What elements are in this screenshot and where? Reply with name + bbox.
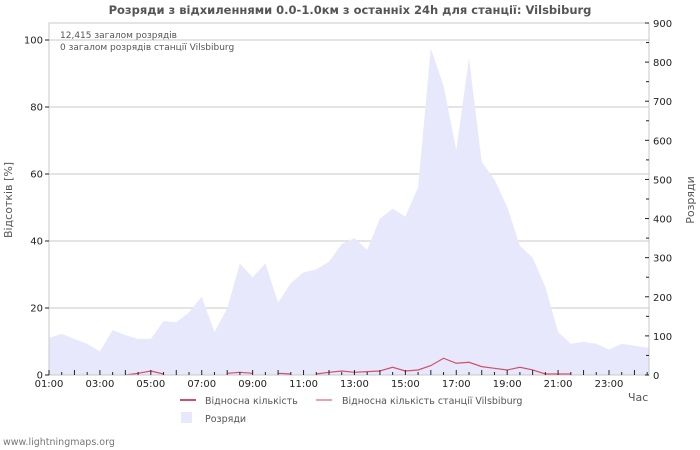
svg-text:23:00: 23:00: [595, 379, 624, 390]
svg-text:0: 0: [37, 371, 43, 382]
axis-ticks: [45, 22, 649, 376]
svg-text:100: 100: [24, 36, 43, 47]
svg-text:800: 800: [653, 58, 672, 69]
x-axis-title: Час: [628, 391, 648, 404]
svg-text:11:00: 11:00: [289, 379, 318, 390]
footer-credit: www.lightningmaps.org: [3, 437, 115, 448]
legend: Відносна кількість Відносна кількість ст…: [180, 396, 522, 425]
legend-label-relative: Відносна кількість: [205, 396, 298, 407]
station-strikes-info: 0 загалом розрядів станції Vilsbiburg: [60, 43, 234, 53]
svg-text:60: 60: [30, 170, 43, 181]
chart-title: Розряди з відхиленнями 0.0-1.0км з остан…: [108, 3, 592, 17]
svg-text:100: 100: [653, 332, 672, 343]
svg-text:20: 20: [30, 304, 43, 315]
legend-swatch-strikes: [181, 412, 192, 423]
svg-text:03:00: 03:00: [85, 379, 114, 390]
left-axis-title: Відсотків [%]: [2, 162, 15, 238]
svg-text:01:00: 01:00: [35, 379, 64, 390]
svg-text:500: 500: [653, 175, 672, 186]
svg-text:900: 900: [653, 19, 672, 30]
svg-text:19:00: 19:00: [493, 379, 522, 390]
svg-text:400: 400: [653, 215, 672, 226]
total-strikes-info: 12,415 загалом розрядів: [60, 31, 177, 41]
svg-text:07:00: 07:00: [187, 379, 216, 390]
svg-text:200: 200: [653, 293, 672, 304]
svg-text:40: 40: [30, 237, 43, 248]
svg-text:05:00: 05:00: [136, 379, 165, 390]
svg-text:15:00: 15:00: [391, 379, 420, 390]
svg-text:21:00: 21:00: [544, 379, 573, 390]
tick-labels: 0 20 40 60 80 100 0 100 200 300 400 500 600 700 800 900…: [24, 19, 672, 390]
legend-label-strikes: Розряди: [205, 414, 246, 425]
svg-text:09:00: 09:00: [238, 379, 267, 390]
right-axis-title: Розряди: [684, 176, 697, 224]
svg-text:700: 700: [653, 97, 672, 108]
svg-text:17:00: 17:00: [442, 379, 471, 390]
svg-text:0: 0: [653, 371, 659, 382]
strikes-area: [49, 48, 649, 376]
svg-text:80: 80: [30, 103, 43, 114]
svg-text:300: 300: [653, 254, 672, 265]
legend-label-station: Відносна кількість станції Vilsbiburg: [342, 396, 522, 407]
svg-text:13:00: 13:00: [340, 379, 369, 390]
svg-text:600: 600: [653, 136, 672, 147]
